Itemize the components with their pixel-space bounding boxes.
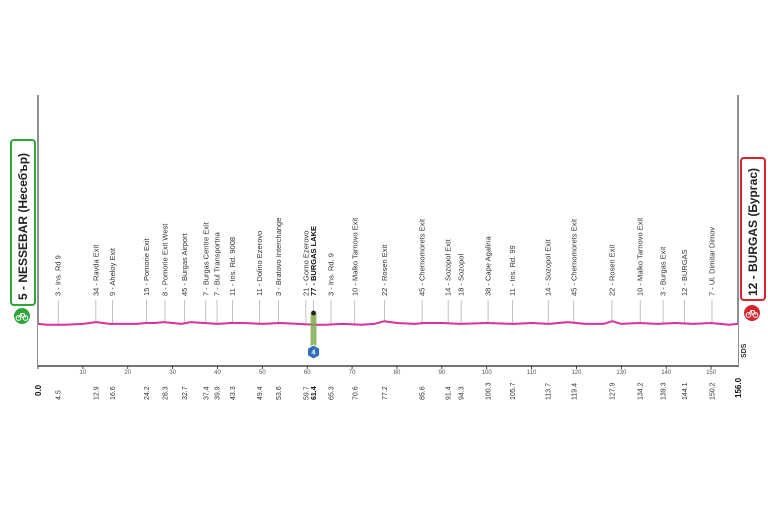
km-marker-label: 4 <box>312 350 316 357</box>
waypoint-km: 4.5 <box>56 390 63 400</box>
waypoint-km: 139.3 <box>661 382 668 400</box>
waypoint-label: 22 - Rosen Exit <box>607 244 616 296</box>
bicycle-icon-glyph <box>15 313 29 321</box>
waypoint-km: 105.7 <box>510 382 517 400</box>
tick-label-60: 60 <box>304 370 311 376</box>
waypoint-label: 45 - Chernomorets Exit <box>418 218 427 296</box>
waypoint-km: 16.6 <box>110 386 117 400</box>
waypoint-label: 45 - Chernomorets Exit <box>569 218 578 296</box>
tick-label-130: 130 <box>616 370 627 376</box>
waypoint-km: 61.4 <box>311 386 318 400</box>
tick-label-70: 70 <box>349 370 356 376</box>
waypoint-label: 22 - Rosen Exit <box>380 244 389 296</box>
waypoint-km: 113.7 <box>546 383 553 400</box>
start-banner-box <box>10 139 36 306</box>
waypoint-label: 38 - Cape Agalina <box>484 236 493 296</box>
tick-label-40: 40 <box>214 370 221 376</box>
waypoint-km: 59.7 <box>303 386 310 400</box>
tick-label-80: 80 <box>394 370 401 376</box>
sds-logo: SDS <box>741 343 748 358</box>
tick-label-140: 140 <box>661 370 672 376</box>
waypoint-km: 12.9 <box>93 386 100 400</box>
start-km-label: 0.0 <box>34 384 43 396</box>
waypoint-label: 10 - Malko Tarnovo Exit <box>350 217 359 296</box>
waypoint-label: 18 - Sozopol <box>457 254 466 296</box>
start-banner: 5 - NESSEBAR (Несебър) <box>10 139 36 324</box>
waypoint-km: 91.4 <box>446 386 453 400</box>
tick-label-120: 120 <box>571 370 582 376</box>
waypoint-km: 119.4 <box>571 383 578 400</box>
waypoint-label: 3 - Bratovo Interchange <box>274 218 283 296</box>
waypoint-km: 127.9 <box>609 382 616 400</box>
tick-label-90: 90 <box>439 370 446 376</box>
profile-line <box>37 320 739 326</box>
waypoint-label: 3 - Burgas Exit <box>659 246 668 296</box>
waypoint-label: 77 - BURGAS LAKE <box>309 226 318 296</box>
waypoint-label: 34 - Ravda Exit <box>91 244 100 296</box>
waypoint-label: 9 - Aheloy Exit <box>108 247 117 296</box>
waypoint-label: 15 - Pomorie Exit <box>142 238 151 296</box>
tick-label-110: 110 <box>527 370 537 376</box>
sprint-bar <box>310 313 317 352</box>
waypoint-km: 32.7 <box>182 386 189 400</box>
waypoint-label: 45 - Burgas Airport <box>180 233 189 296</box>
start-banner-name: 5 - NESSEBAR (Несебър) <box>16 153 30 300</box>
waypoint-label: 14 - Sozopol Exit <box>544 238 553 296</box>
waypoint-label: 3 - Ins. Rd. 9 <box>327 253 336 296</box>
waypoint-km-labels: 4.5 12.9 16.6 24.2 28.3 32.7 37.4 39.9 43.3 49.4 5… <box>56 382 717 400</box>
waypoint-km: 144.1 <box>682 382 689 400</box>
finish-km-label: 156.0 <box>734 377 743 398</box>
intermediate-sprint: 4 <box>307 310 321 360</box>
waypoint-label: 21 - Gorno Ezerovo <box>301 231 310 296</box>
waypoint-km: 134.2 <box>638 382 645 400</box>
tick-label-20: 20 <box>124 370 131 376</box>
waypoint-label: 11 - Ins. Rd. 9008 <box>228 237 237 296</box>
waypoint-label: 7 - Burgas Centre Exit <box>201 221 210 296</box>
km-marker-icon <box>307 344 321 360</box>
finish-banner-name: 12 - BURGAS (Бургас) <box>746 168 760 296</box>
waypoint-km: 53.6 <box>276 386 283 400</box>
waypoint-km: 37.4 <box>203 386 210 400</box>
waypoint-km: 94.3 <box>459 386 466 400</box>
finish-banner: 12 - BURGAS (Бургас) SDS <box>740 157 766 358</box>
waypoint-km: 24.2 <box>144 386 151 400</box>
tick-label-50: 50 <box>259 370 266 376</box>
waypoint-label: 8 - Pomorie Exit West <box>161 223 170 296</box>
tick-label-100: 100 <box>482 370 493 376</box>
tick-label-30: 30 <box>169 370 176 376</box>
waypoint-km: 150.2 <box>710 382 717 400</box>
waypoint-label: 11 - Ins. Rd. 99 <box>508 245 517 296</box>
waypoint-km: 77.2 <box>382 386 389 400</box>
finish-banner-box <box>740 157 766 301</box>
profile-layer <box>37 320 739 366</box>
sprint-point <box>311 310 316 316</box>
waypoint-label: 3 - Ins. Rd 9 <box>54 255 63 296</box>
waypoint-label: 7 - Ul. Dimitar Dimov <box>708 227 717 296</box>
waypoint-label: 10 - Malko Tarnovo Exit <box>636 217 645 296</box>
waypoint-label: 11 - Dolino Ezerovo <box>255 231 264 296</box>
waypoint-km: 49.4 <box>257 386 264 400</box>
tick-label-150: 150 <box>706 370 717 376</box>
waypoint-label: 12 - BURGAS <box>680 249 689 296</box>
waypoint-label: 14 - Sozopol Exit <box>444 238 453 296</box>
waypoint-labels: 3 - Ins. Rd 9 34 - Ravda Exit 9 - Aheloy E… <box>54 217 717 296</box>
waypoint-km: 100.3 <box>486 382 493 400</box>
waypoint-km: 85.6 <box>420 386 427 400</box>
bicycle-icon-glyph <box>745 310 759 318</box>
tick-label-10: 10 <box>80 370 87 376</box>
waypoint-km: 65.3 <box>329 386 336 400</box>
waypoint-km: 28.3 <box>163 386 170 400</box>
waypoint-km: 70.6 <box>352 386 359 400</box>
distance-ticks: 10 20 30 40 50 60 70 80 90 100 110 120 130 140 150 <box>37 366 717 376</box>
waypoint-km: 39.9 <box>215 386 222 400</box>
profile-area <box>38 321 738 366</box>
waypoint-km: 43.3 <box>230 386 237 400</box>
waypoint-label: 7 - Bul Transportna <box>213 231 222 296</box>
